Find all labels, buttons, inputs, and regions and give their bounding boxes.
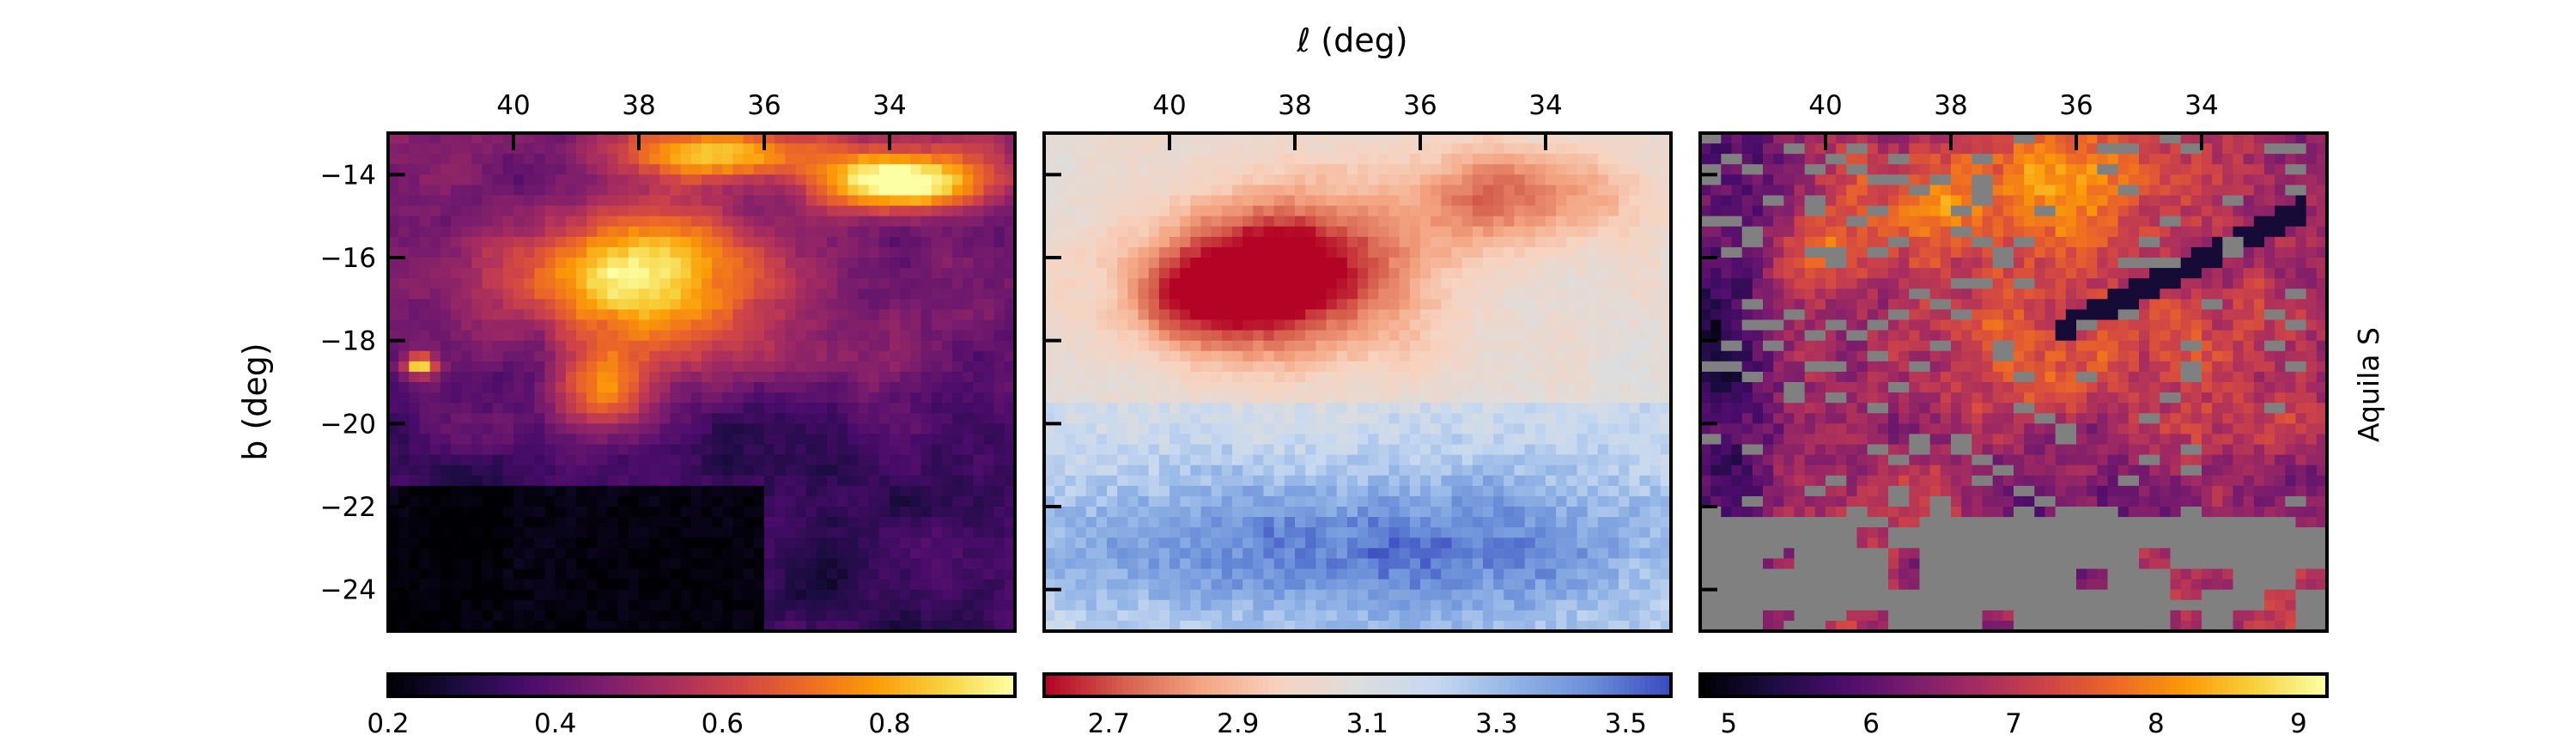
third-heatmap (1700, 133, 2328, 632)
panel-third: 40 38 36 34 (1698, 90, 2329, 633)
colorbar-2: 2.7 2.9 3.1 3.3 3.5 (1042, 672, 1673, 739)
colorbar-tick-label: 5 (1720, 708, 1737, 739)
x-tick-label: 36 (747, 90, 781, 121)
colorbar-tick-label: 7 (2005, 708, 2022, 739)
colorbar-tick-label: 2.9 (1217, 708, 1259, 739)
rv-heatmap (1044, 133, 1672, 632)
third-frame (1698, 131, 2329, 633)
rv-frame (1042, 131, 1673, 633)
extinction-heatmap (388, 133, 1016, 632)
y-tick-label: −14 (320, 160, 376, 191)
y-tick-label: −22 (320, 492, 376, 523)
x-tick-label: 40 (1152, 90, 1186, 121)
third-axis-ticks: 40 38 36 34 (1700, 90, 2219, 592)
colorbar-tick-label: 2.7 (1088, 708, 1130, 739)
panel-row-label: Aquila S (2352, 327, 2385, 442)
y-tick-label: −18 (320, 326, 376, 357)
colorbar-tick-label: 9 (2290, 708, 2307, 739)
extinction-axis-ticks: 40 38 36 34 −14 −16 −18 −20 −22 −24 (320, 90, 907, 606)
y-tick-label: −20 (320, 409, 376, 440)
x-tick-label: 40 (1808, 90, 1842, 121)
x-tick-label: 34 (872, 90, 906, 121)
y-tick-label: −16 (320, 243, 376, 274)
x-tick-label: 38 (1934, 90, 1967, 121)
colorbar-tick-label: 3.1 (1346, 708, 1388, 739)
y-tick-label: −24 (320, 575, 376, 606)
x-tick-label: 38 (1278, 90, 1311, 121)
colorbar-tick-label: 0.6 (702, 708, 744, 739)
x-tick-label: 40 (496, 90, 530, 121)
colorbar-tick-label: 0.8 (868, 708, 910, 739)
top-axis-title: ℓ (deg) (1296, 21, 1407, 59)
x-tick-label: 38 (622, 90, 655, 121)
colorbar-tick-label: 3.5 (1605, 708, 1647, 739)
x-tick-label: 34 (2184, 90, 2218, 121)
panel-extinction: 40 38 36 34 −14 −16 −18 −20 −22 −24 (320, 90, 1017, 633)
colorbar-tick-label: 0.4 (534, 708, 576, 739)
x-tick-label: 34 (1528, 90, 1562, 121)
x-tick-label: 36 (2059, 90, 2093, 121)
rv-axis-ticks: 40 38 36 34 (1044, 90, 1563, 592)
colorbar-tick-label: 0.2 (367, 708, 409, 739)
extinction-frame (386, 131, 1017, 633)
left-axis-title: b (deg) (236, 343, 274, 460)
colorbar-tick-label: 3.3 (1475, 708, 1517, 739)
colorbar-tick-label: 8 (2148, 708, 2165, 739)
panel-rv: 40 38 36 34 (1042, 90, 1673, 633)
colorbar-1: 0.2 0.4 0.6 0.8 (367, 672, 1017, 739)
colorbar-3: 5 6 7 8 9 (1698, 672, 2329, 739)
x-tick-label: 36 (1403, 90, 1437, 121)
colorbar-tick-label: 6 (1862, 708, 1880, 739)
